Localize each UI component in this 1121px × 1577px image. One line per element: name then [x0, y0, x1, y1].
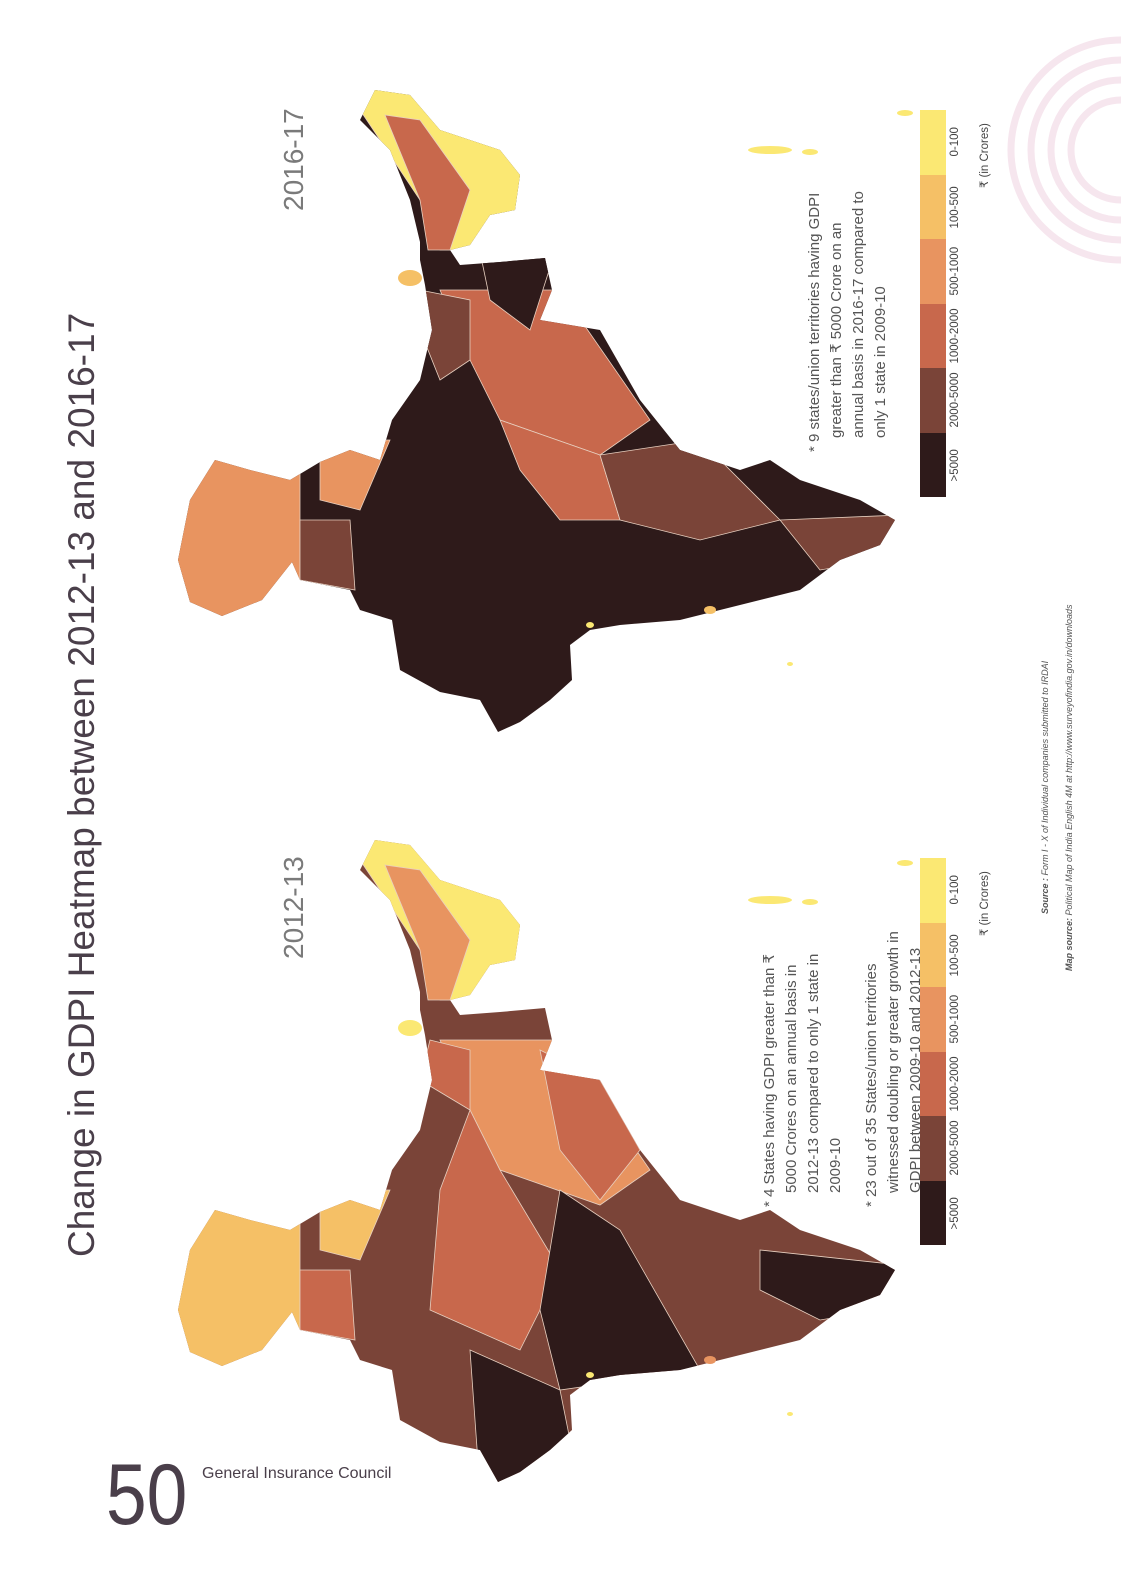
source-label: Map source:	[1064, 917, 1074, 971]
legend-label: >5000	[949, 448, 961, 481]
legend-swatch	[920, 987, 946, 1052]
legend-label: 2000-5000	[949, 1120, 961, 1176]
source-text: Form I - X of Individual companies submi…	[1040, 660, 1050, 876]
source-label: Source :	[1040, 878, 1050, 915]
legend-swatch	[920, 303, 946, 368]
page-number: 50	[106, 1447, 188, 1543]
note: * 23 out of 35 States/union territories …	[863, 931, 924, 1207]
legend-label: 2000-5000	[949, 372, 961, 428]
legend-label: 100-500	[949, 185, 961, 228]
map-year: 2016-17	[278, 108, 309, 212]
note: * 4 States having GDPI greater than ₹ 50…	[761, 953, 844, 1207]
legend-label: 500-1000	[949, 994, 961, 1044]
legend-label: 100-500	[949, 933, 961, 976]
legend-swatch	[920, 368, 946, 433]
legend-swatch	[920, 858, 946, 923]
decor-arcs	[1007, 36, 1121, 264]
legend-swatch	[920, 110, 946, 175]
legend-label: 0-100	[949, 127, 961, 157]
map-notes: * 9 states/union territories having GDPI…	[790, 190, 915, 452]
legend-label: 0-100	[949, 875, 961, 905]
source-line: Source : Form I - X of Individual compan…	[1040, 590, 1054, 985]
legend-swatch	[920, 1116, 946, 1181]
legend-label: 1000-2000	[949, 308, 961, 364]
source-text: Political Map of India English 4M at htt…	[1064, 604, 1074, 916]
legend-swatch	[920, 1051, 946, 1116]
publisher: General Insurance Council	[202, 1465, 392, 1482]
legend-swatch	[920, 1180, 946, 1245]
legend-label: >5000	[949, 1196, 961, 1229]
legend-unit: ₹ (in Crores)	[979, 123, 991, 188]
legend-swatch	[920, 239, 946, 304]
note: * 9 states/union territories having GDPI…	[806, 191, 889, 452]
source-line: Map source: Political Map of India Engli…	[1064, 590, 1078, 985]
legend-swatch	[920, 922, 946, 987]
map-year: 2012-13	[278, 856, 309, 960]
legend-label: 500-1000	[949, 246, 961, 296]
legend-swatch	[920, 174, 946, 239]
legend-unit: ₹ (in Crores)	[979, 871, 991, 936]
page-title: Change in GDPI Heatmap between 2012-13 a…	[61, 312, 102, 1258]
legend-label: 1000-2000	[949, 1056, 961, 1112]
legend-swatch	[920, 432, 946, 497]
map-notes: * 4 States having GDPI greater than ₹ 50…	[745, 925, 924, 1207]
